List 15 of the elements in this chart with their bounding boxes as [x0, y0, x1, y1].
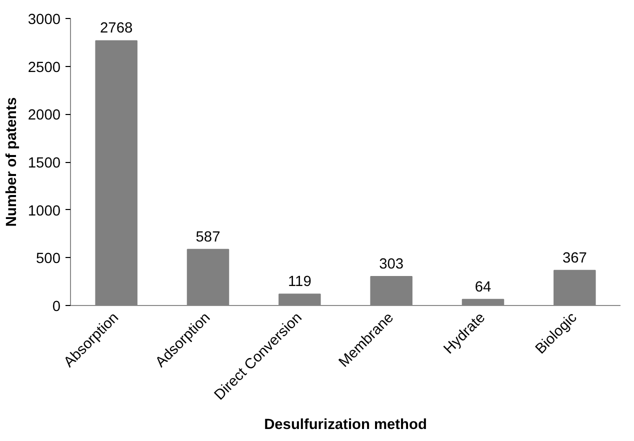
y-tick-label: 500 — [36, 251, 61, 268]
y-tick-label: 2000 — [28, 108, 61, 124]
y-tick-label: 1000 — [28, 203, 61, 220]
y-tick-label: 3000 — [28, 12, 61, 28]
data-label: 2768 — [100, 20, 133, 37]
data-label: 119 — [288, 274, 312, 290]
data-label: 64 — [474, 279, 492, 296]
y-tick-label: 0 — [52, 299, 61, 315]
y-tick-label: 1500 — [28, 156, 61, 172]
y-axis-title: Number of patents — [4, 97, 20, 227]
y-tick-label: 2500 — [28, 60, 61, 76]
data-label: 587 — [196, 229, 220, 246]
data-label: 303 — [379, 256, 404, 273]
data-label: 367 — [562, 250, 587, 266]
x-axis-title: Desulfurization method — [264, 417, 427, 434]
